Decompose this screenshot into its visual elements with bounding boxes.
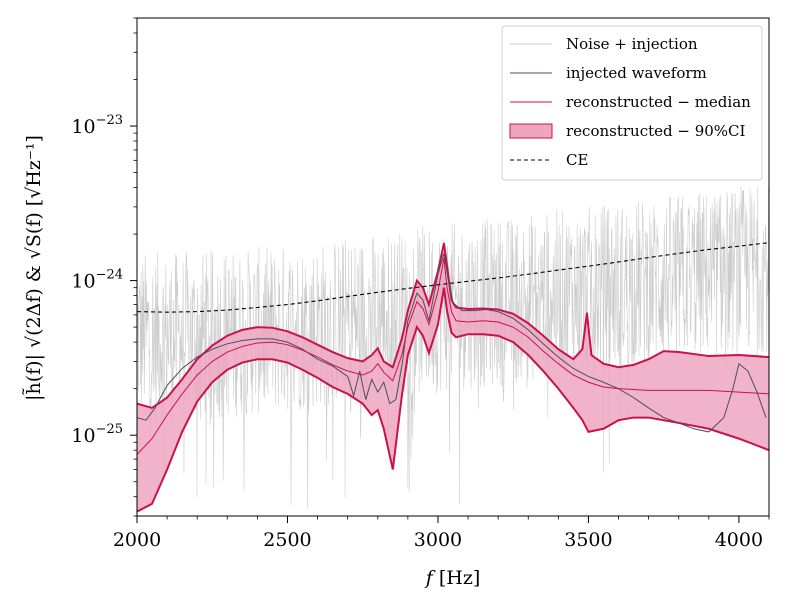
x-tick-label: 2000 <box>113 529 161 551</box>
legend-item: reconstructed − median <box>510 93 751 111</box>
legend: Noise + injection injected waveform recons… <box>501 25 763 181</box>
ci-fill <box>137 243 769 512</box>
axes-frame <box>136 17 770 517</box>
x-axis-label-text: [Hz] <box>439 567 480 589</box>
y-tick-label: 10−25 <box>71 422 123 447</box>
legend-item: reconstructed − 90%CI <box>509 122 746 140</box>
x-axis: 2000 2500 3000 3500 4000 <box>113 516 770 551</box>
legend-box <box>501 25 763 181</box>
median-line <box>137 257 769 455</box>
legend-item: Noise + injection <box>510 35 698 53</box>
y-tick-label: 10−24 <box>71 268 123 293</box>
legend-label: injected waveform <box>566 64 707 82</box>
legend-swatch <box>509 123 553 139</box>
y-axis: 10−25 10−24 10−23 <box>71 17 137 517</box>
noise-series <box>137 186 769 510</box>
y-axis-label: |h̃(f)| √(2Δf) & √S(f) [√Hz⁻¹] <box>22 135 45 401</box>
ce-line <box>137 242 769 313</box>
median-series <box>137 257 769 455</box>
ce-series <box>137 242 769 313</box>
legend-label: CE <box>566 151 588 169</box>
ci-lower-edge <box>137 287 769 513</box>
legend-label: Noise + injection <box>566 35 698 53</box>
plot-area <box>137 186 769 513</box>
legend-label: reconstructed − median <box>566 93 751 111</box>
injected-line <box>137 253 767 433</box>
x-tick-label: 2500 <box>263 529 311 551</box>
x-axis-label: f [Hz] <box>424 567 481 589</box>
injected-series <box>137 253 767 433</box>
legend-item: CE <box>510 151 588 169</box>
x-tick-label: 4000 <box>715 529 763 551</box>
ci-upper-edge <box>137 242 769 410</box>
noise-line <box>137 186 769 510</box>
x-tick-label: 3500 <box>564 529 612 551</box>
ci-band <box>137 242 769 513</box>
y-tick-label: 10−23 <box>71 113 123 138</box>
legend-item: injected waveform <box>510 64 707 82</box>
x-tick-label: 3000 <box>414 529 462 551</box>
legend-label: reconstructed − 90%CI <box>566 122 746 140</box>
